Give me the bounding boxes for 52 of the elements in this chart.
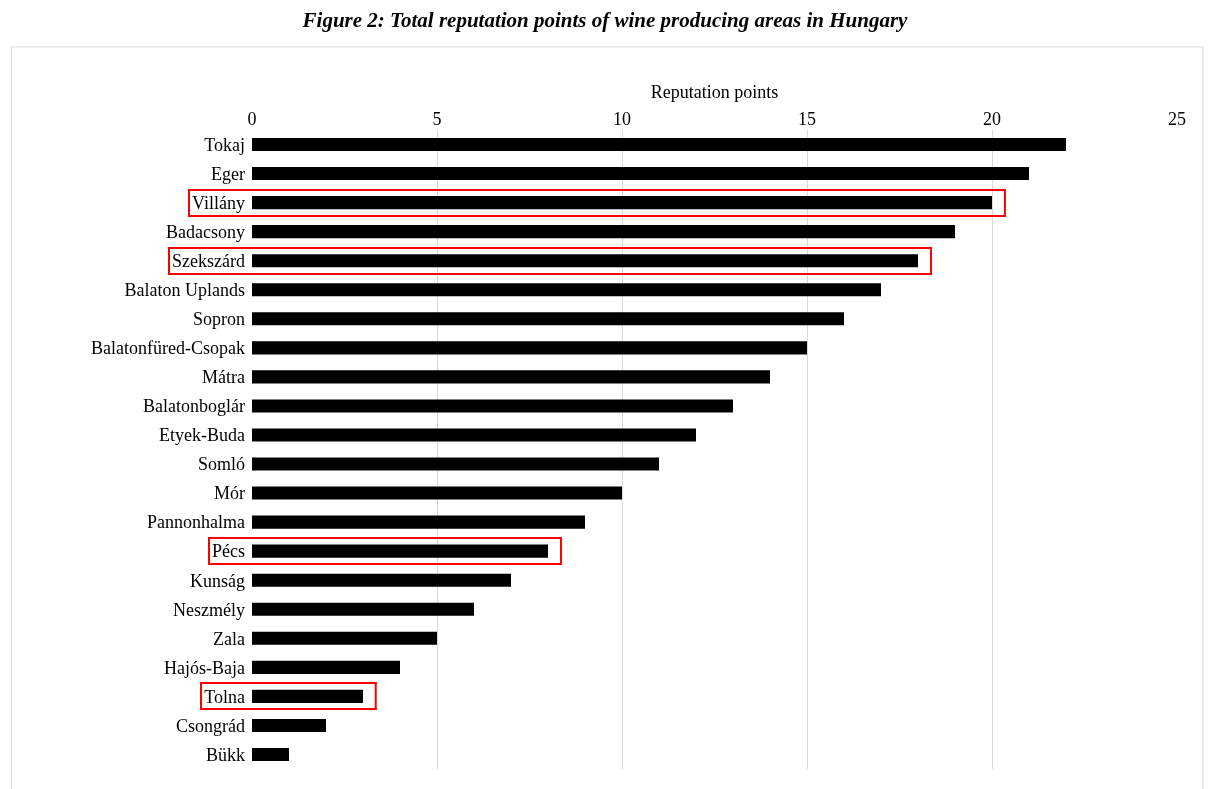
bar: [252, 283, 881, 297]
bar: [252, 631, 437, 645]
y-tick-label: Neszmély: [173, 599, 245, 620]
bar: [252, 137, 1066, 152]
x-tick-label: 25: [1168, 109, 1186, 130]
x-tick-label: 20: [983, 109, 1001, 130]
y-tick-label: Etyek-Buda: [159, 425, 245, 446]
y-tick-label: Balatonfüred-Csopak: [91, 338, 245, 359]
y-tick-label: Sopron: [192, 309, 245, 330]
chart-title: Figure 2: Total reputation points of wine producing areas in Hungary: [301, 7, 909, 32]
bar: [252, 196, 992, 210]
bar: [252, 428, 696, 442]
bar: [252, 370, 770, 384]
y-tick-label: Balatonboglár: [143, 396, 245, 417]
y-tick-label: Villány: [192, 192, 245, 213]
bar: [252, 515, 585, 529]
bar: [252, 167, 1029, 181]
y-tick-label: Tokaj: [204, 134, 245, 155]
y-tick-label: Csongrád: [176, 715, 245, 736]
bar: [252, 312, 844, 326]
bar: [252, 225, 955, 239]
bar: [252, 747, 289, 762]
y-tick-label: Somló: [197, 454, 245, 475]
y-tick-label: Balaton Uplands: [124, 280, 245, 301]
y-tick-label: Tolna: [204, 686, 245, 707]
bar: [252, 486, 622, 500]
y-tick-label: Hajós-Baja: [164, 657, 245, 678]
x-tick-label: 5: [432, 109, 442, 130]
y-tick-label: Pannonhalma: [147, 512, 246, 533]
y-tick-label: Eger: [211, 163, 245, 184]
bar: [252, 660, 400, 674]
y-tick-label: Mór: [214, 483, 245, 504]
y-tick-label: Bükk: [205, 744, 245, 765]
bar: [252, 573, 511, 587]
bar: [252, 689, 363, 703]
x-tick-label: 15: [798, 109, 816, 130]
bar: [252, 254, 918, 268]
bar: [252, 399, 733, 413]
bar: [252, 341, 807, 355]
y-tick-label: Pécs: [212, 541, 245, 562]
bar: [252, 544, 548, 558]
x-tick-label: 10: [613, 109, 631, 130]
bar: [252, 457, 659, 471]
y-tick-label: Badacsony: [166, 221, 245, 242]
y-tick-label: Szekszárd: [172, 251, 245, 271]
y-tick-label: Kunság: [190, 570, 245, 591]
y-tick-label: Zala: [213, 628, 245, 649]
bar: [252, 602, 474, 616]
bar: [252, 718, 326, 732]
y-tick-label: Mátra: [202, 367, 245, 388]
x-tick-label: 0: [247, 109, 257, 130]
x-axis-title: Reputation points: [650, 81, 779, 102]
